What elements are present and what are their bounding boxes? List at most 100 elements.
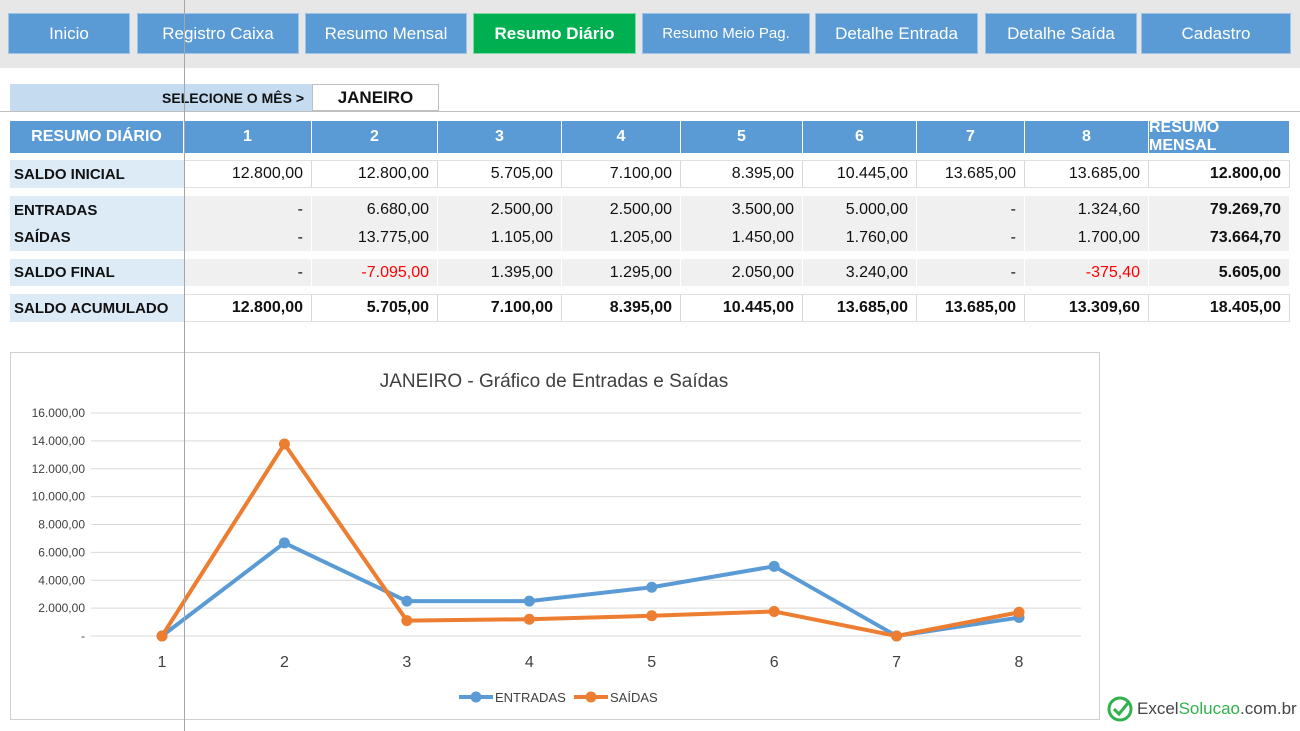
table-cell: - bbox=[184, 224, 312, 251]
logo-text-solucao: Solucao bbox=[1178, 699, 1241, 718]
y-tick-label: 12.000,00 bbox=[32, 462, 86, 476]
x-tick-label: 2 bbox=[280, 654, 289, 671]
table-cell: 1.760,00 bbox=[803, 224, 917, 251]
table-cell-summary: 79.269,70 bbox=[1149, 196, 1290, 224]
chart-title: JANEIRO - Gráfico de Entradas e Saídas bbox=[380, 371, 729, 392]
table-cell: 1.395,00 bbox=[438, 259, 562, 286]
table-cell: 12.800,00 bbox=[184, 160, 312, 188]
table-cell: 8.395,00 bbox=[562, 294, 681, 322]
table-cell-summary: 12.800,00 bbox=[1149, 160, 1290, 188]
x-tick-label: 8 bbox=[1015, 654, 1024, 671]
nav-button-inicio[interactable]: Inicio bbox=[8, 13, 130, 54]
table-cell: -7.095,00 bbox=[312, 259, 438, 286]
table-cell: 2.500,00 bbox=[562, 196, 681, 224]
nav-button-resumo-diário[interactable]: Resumo Diário bbox=[473, 13, 636, 54]
row-label: SALDO ACUMULADO bbox=[14, 299, 169, 317]
table-header-day-6: 6 bbox=[803, 121, 917, 153]
table-cell-summary: 73.664,70 bbox=[1149, 224, 1290, 251]
y-tick-label: 2.000,00 bbox=[38, 601, 85, 615]
table-header-day-2: 2 bbox=[312, 121, 438, 153]
series-line-saídas bbox=[160, 442, 1020, 638]
y-tick-label: 10.000,00 bbox=[32, 490, 86, 504]
table-header-day-4: 4 bbox=[562, 121, 681, 153]
table-cell: - bbox=[917, 224, 1025, 251]
y-tick-label: - bbox=[81, 629, 85, 643]
table-cell: 7.100,00 bbox=[438, 294, 562, 322]
table-header-summary: RESUMO MENSAL bbox=[1149, 119, 1290, 154]
table-cell: -375,40 bbox=[1025, 259, 1149, 286]
nav-button-detalhe-saída[interactable]: Detalhe Saída bbox=[985, 13, 1137, 54]
table-cell: - bbox=[917, 196, 1025, 224]
table-cell: 3.240,00 bbox=[803, 259, 917, 286]
table-cell: 6.680,00 bbox=[312, 196, 438, 224]
table-header-day-8: 8 bbox=[1025, 121, 1149, 153]
y-tick-label: 16.000,00 bbox=[32, 406, 86, 420]
data-point-saídas bbox=[891, 630, 903, 642]
table-cell: 1.295,00 bbox=[562, 259, 681, 286]
y-tick-label: 6.000,00 bbox=[38, 545, 85, 559]
table-cell: 3.500,00 bbox=[681, 196, 803, 224]
y-tick-label: 14.000,00 bbox=[32, 434, 86, 448]
nav-button-resumo-mensal[interactable]: Resumo Mensal bbox=[305, 13, 467, 54]
row-label: SALDO INICIAL bbox=[14, 165, 125, 183]
data-point-entradas bbox=[401, 595, 413, 607]
table-cell: 5.000,00 bbox=[803, 196, 917, 224]
legend-label: SAÍDAS bbox=[610, 690, 658, 705]
data-point-entradas bbox=[523, 595, 535, 607]
row-label: ENTRADAS bbox=[14, 201, 98, 219]
check-circle-icon bbox=[1107, 696, 1133, 722]
table-header-day-1: 1 bbox=[184, 121, 312, 153]
row-label-background bbox=[10, 160, 184, 188]
table-cell: 12.800,00 bbox=[184, 294, 312, 322]
nav-button-registro-caixa[interactable]: Registro Caixa bbox=[137, 13, 299, 54]
nav-button-detalhe-entrada[interactable]: Detalhe Entrada bbox=[815, 13, 978, 54]
nav-button-resumo-meio-pag[interactable]: Resumo Meio Pag. bbox=[642, 13, 810, 54]
table-cell: 10.445,00 bbox=[803, 160, 917, 188]
x-tick-label: 5 bbox=[647, 654, 656, 671]
table-cell: 2.500,00 bbox=[438, 196, 562, 224]
table-header-day-7: 7 bbox=[917, 121, 1025, 153]
table-header-label: RESUMO DIÁRIO bbox=[10, 121, 184, 153]
logo-text-domain: .com.br bbox=[1240, 699, 1297, 718]
legend-label: ENTRADAS bbox=[495, 690, 566, 705]
line-chart: JANEIRO - Gráfico de Entradas e Saídas -… bbox=[32, 371, 1081, 705]
data-point-entradas bbox=[278, 537, 290, 549]
sheet-column-divider bbox=[184, 0, 185, 731]
x-tick-label: 6 bbox=[770, 654, 779, 671]
table-header-day-3: 3 bbox=[438, 121, 562, 153]
table-cell: 1.205,00 bbox=[562, 224, 681, 251]
nav-button-cadastro[interactable]: Cadastro bbox=[1141, 13, 1291, 54]
legend-marker bbox=[470, 691, 482, 703]
chart-container: JANEIRO - Gráfico de Entradas e Saídas -… bbox=[10, 352, 1100, 720]
row-label-background bbox=[10, 196, 184, 251]
data-point-saídas bbox=[401, 615, 413, 627]
data-point-saídas bbox=[646, 610, 658, 622]
x-tick-label: 1 bbox=[158, 654, 167, 671]
table-cell-summary: 18.405,00 bbox=[1149, 294, 1290, 322]
legend-marker bbox=[585, 691, 597, 703]
table-cell: 13.309,60 bbox=[1025, 294, 1149, 322]
table-cell: 8.395,00 bbox=[681, 160, 803, 188]
table-cell: 5.705,00 bbox=[438, 160, 562, 188]
data-point-saídas bbox=[278, 438, 290, 450]
x-tick-label: 4 bbox=[525, 654, 534, 671]
table-cell: 13.685,00 bbox=[1025, 160, 1149, 188]
table-cell: 1.105,00 bbox=[438, 224, 562, 251]
table-header-day-5: 5 bbox=[681, 121, 803, 153]
table-cell: 13.685,00 bbox=[917, 160, 1025, 188]
row-label: SALDO FINAL bbox=[14, 264, 115, 281]
table-cell: 13.685,00 bbox=[917, 294, 1025, 322]
table-cell: 13.685,00 bbox=[803, 294, 917, 322]
month-selector-dropdown[interactable]: JANEIRO bbox=[312, 84, 439, 111]
table-cell: 5.705,00 bbox=[312, 294, 438, 322]
table-cell: 1.324,60 bbox=[1025, 196, 1149, 224]
data-point-saídas bbox=[1013, 606, 1025, 618]
x-tick-label: 3 bbox=[402, 654, 411, 671]
x-tick-label: 7 bbox=[892, 654, 901, 671]
series-line-entradas bbox=[160, 540, 1020, 638]
month-selector-label: SELECIONE O MÊS > bbox=[10, 84, 312, 111]
data-point-entradas bbox=[646, 581, 658, 593]
logo-text-excel: Excel bbox=[1137, 699, 1179, 718]
row-label-background bbox=[10, 294, 184, 322]
data-point-saídas bbox=[156, 630, 168, 642]
